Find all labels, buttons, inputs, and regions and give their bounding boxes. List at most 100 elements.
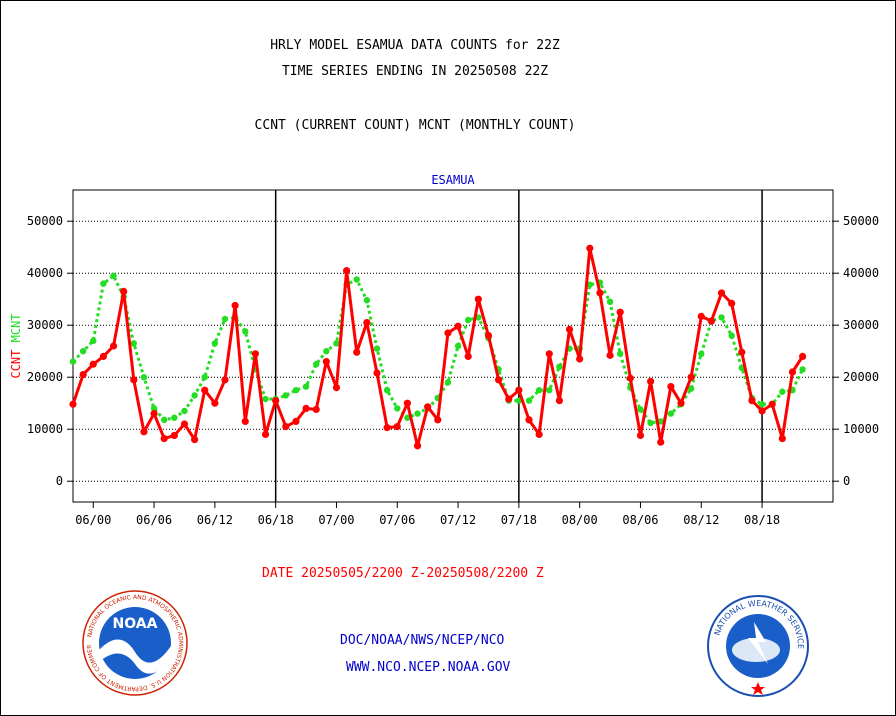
point-mcnt (211, 340, 219, 347)
xtick-label: 08/12 (683, 513, 719, 527)
point-mcnt (221, 315, 229, 323)
point-ccnt (89, 360, 97, 368)
plot-frame (72, 189, 834, 503)
point-mcnt (606, 298, 614, 305)
point-ccnt (596, 289, 604, 297)
point-mcnt (262, 395, 269, 403)
point-ccnt (728, 299, 736, 307)
point-ccnt (768, 400, 776, 408)
ytick-label-right: 30000 (843, 318, 879, 332)
point-mcnt (728, 332, 735, 339)
point-mcnt (242, 328, 249, 335)
point-ccnt (363, 319, 371, 327)
point-ccnt (231, 301, 239, 310)
point-ccnt (261, 430, 270, 438)
point-ccnt (282, 423, 290, 431)
point-ccnt (191, 436, 199, 444)
point-mcnt (161, 416, 168, 424)
point-ccnt (393, 423, 401, 431)
point-ccnt (576, 355, 584, 363)
point-mcnt (414, 410, 421, 417)
point-mcnt (647, 419, 654, 427)
point-ccnt (606, 351, 614, 359)
point-mcnt (779, 388, 786, 395)
point-mcnt (79, 348, 87, 355)
point-ccnt (586, 244, 594, 252)
chart-header-line-2: TIME SERIES ENDING IN 20250508 22Z (281, 64, 549, 79)
point-mcnt (313, 361, 320, 368)
ytick-label-right: 40000 (843, 266, 879, 280)
point-ccnt (758, 407, 766, 415)
point-ccnt (687, 373, 695, 381)
xtick-label: 08/00 (562, 513, 598, 527)
point-mcnt (394, 405, 401, 412)
point-mcnt (69, 358, 77, 365)
point-mcnt (353, 276, 360, 283)
point-mcnt (687, 385, 695, 392)
point-mcnt (201, 374, 208, 381)
point-mcnt (191, 392, 198, 399)
xtick-label: 08/18 (744, 513, 780, 527)
org-path-link[interactable]: DOC/NOAA/NWS/NCEP/NCO (340, 633, 505, 648)
y-axis-label-ccnt: CCNT (9, 350, 23, 379)
point-ccnt (343, 267, 351, 275)
point-ccnt (647, 377, 655, 385)
point-mcnt (525, 397, 533, 404)
point-ccnt (505, 395, 513, 403)
ytick-label-left: 20000 (27, 370, 63, 384)
point-ccnt (515, 386, 523, 394)
point-ccnt (535, 430, 543, 438)
point-ccnt (474, 295, 482, 303)
point-ccnt (312, 405, 320, 414)
point-mcnt (292, 387, 300, 394)
ytick-label-right: 10000 (843, 422, 879, 436)
point-mcnt (181, 407, 188, 415)
point-mcnt (667, 410, 675, 417)
point-ccnt (251, 350, 259, 358)
point-mcnt (546, 387, 553, 394)
point-ccnt (525, 416, 533, 424)
point-ccnt (616, 308, 624, 316)
ytick-label-right: 20000 (843, 370, 879, 384)
point-ccnt (373, 369, 381, 377)
point-mcnt (444, 379, 452, 386)
xtick-label: 07/00 (318, 513, 354, 527)
point-ccnt (322, 358, 330, 366)
point-mcnt (799, 366, 806, 373)
point-ccnt (636, 431, 645, 440)
point-ccnt (403, 399, 411, 407)
chart-header-line-3: CCNT (CURRENT COUNT) MCNT (MONTHLY COUNT… (254, 118, 576, 133)
xtick-label: 06/06 (136, 513, 172, 527)
point-mcnt (718, 314, 725, 321)
point-mcnt (535, 387, 543, 394)
series-line-ccnt (71, 246, 804, 448)
point-ccnt (130, 376, 138, 384)
point-ccnt (109, 342, 118, 350)
point-mcnt (465, 316, 472, 324)
point-ccnt (799, 352, 807, 360)
point-ccnt (69, 400, 77, 408)
point-ccnt (221, 376, 229, 384)
point-ccnt (211, 399, 219, 407)
y-axis-label-mcnt: MCNT (9, 313, 23, 349)
point-ccnt (170, 431, 178, 440)
point-ccnt (657, 438, 665, 446)
point-ccnt (272, 397, 280, 405)
point-ccnt (241, 417, 249, 425)
website-link[interactable]: WWW.NCO.NCEP.NOAA.GOV (346, 660, 511, 675)
point-ccnt (667, 382, 675, 391)
point-ccnt (201, 386, 209, 394)
noaa-logo-text: NOAA (113, 616, 158, 632)
point-ccnt (717, 289, 726, 297)
point-mcnt (150, 405, 158, 412)
point-ccnt (413, 442, 422, 450)
point-ccnt (180, 420, 189, 428)
point-mcnt (282, 392, 289, 399)
chart-header-line-1: HRLY MODEL ESAMUA DATA COUNTS for 22Z (270, 38, 560, 53)
point-ccnt (434, 416, 442, 424)
point-ccnt (707, 317, 716, 325)
ytick-label-left: 40000 (27, 266, 63, 280)
time-series-chart: 0 0 10000 10000 20000 20000 30000 30000 40000 400… (9, 173, 879, 527)
point-ccnt (292, 417, 300, 425)
xtick-label: 07/18 (501, 513, 537, 527)
